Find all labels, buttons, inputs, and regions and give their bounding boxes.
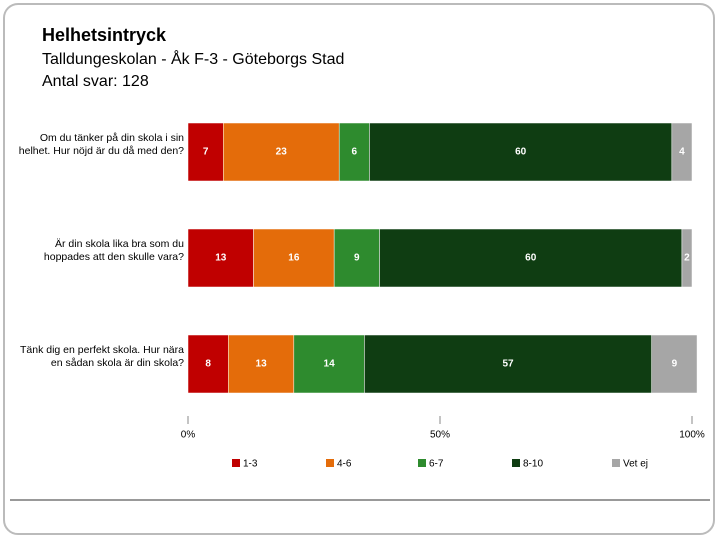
legend-swatch bbox=[418, 459, 426, 467]
legend-swatch bbox=[512, 459, 520, 467]
value-label: 9 bbox=[672, 359, 678, 370]
subtitle: Talldungeskolan - Åk F-3 - Göteborgs Sta… bbox=[42, 49, 344, 68]
bar-segment bbox=[187, 334, 229, 394]
x-tick-label: 0% bbox=[181, 430, 196, 441]
legend-swatch bbox=[326, 459, 334, 467]
bar-segment bbox=[651, 334, 698, 394]
category-label: Om du tänker på din skola i sin helhet. … bbox=[18, 132, 184, 157]
value-label: 23 bbox=[276, 147, 288, 158]
value-label: 13 bbox=[256, 359, 268, 370]
legend-label: Vet ej bbox=[623, 459, 648, 470]
x-tick-label: 50% bbox=[430, 430, 450, 441]
bar-segment bbox=[228, 334, 295, 394]
value-label: 13 bbox=[215, 253, 227, 264]
value-label: 2 bbox=[684, 253, 690, 264]
bar-segment bbox=[253, 228, 335, 288]
value-label: 6 bbox=[352, 147, 358, 158]
value-label: 14 bbox=[324, 359, 336, 370]
legend-label: 4-6 bbox=[337, 459, 352, 470]
value-label: 57 bbox=[502, 359, 514, 370]
legend-label: 1-3 bbox=[243, 459, 258, 470]
value-label: 60 bbox=[525, 253, 537, 264]
value-label: 16 bbox=[288, 253, 300, 264]
bar-segment bbox=[681, 228, 693, 288]
bar-segment bbox=[364, 334, 652, 394]
value-label: 9 bbox=[354, 253, 360, 264]
bar-segment bbox=[379, 228, 683, 288]
bar-segment bbox=[369, 122, 673, 182]
bar-segment bbox=[338, 122, 370, 182]
bar-segment bbox=[223, 122, 340, 182]
category-label: Är din skola lika bra som du hoppades at… bbox=[43, 238, 184, 263]
legend-swatch bbox=[612, 459, 620, 467]
legend-swatch bbox=[232, 459, 240, 467]
bar-segment bbox=[187, 122, 224, 182]
bar-segment bbox=[187, 228, 254, 288]
legend-label: 8-10 bbox=[523, 459, 543, 470]
bar-segment bbox=[293, 334, 365, 394]
value-label: 7 bbox=[203, 147, 209, 158]
legend-label: 6-7 bbox=[429, 459, 444, 470]
value-label: 4 bbox=[679, 147, 685, 158]
value-label: 60 bbox=[515, 147, 527, 158]
subtitle: Antal svar: 128 bbox=[42, 73, 149, 90]
chart-title: Helhetsintryck bbox=[42, 25, 167, 45]
value-label: 8 bbox=[205, 359, 211, 370]
bar-segment bbox=[333, 228, 380, 288]
category-label: Tänk dig en perfekt skola. Hur nära en s… bbox=[19, 344, 184, 369]
bar-segment bbox=[671, 122, 693, 182]
x-tick-label: 100% bbox=[679, 430, 705, 441]
